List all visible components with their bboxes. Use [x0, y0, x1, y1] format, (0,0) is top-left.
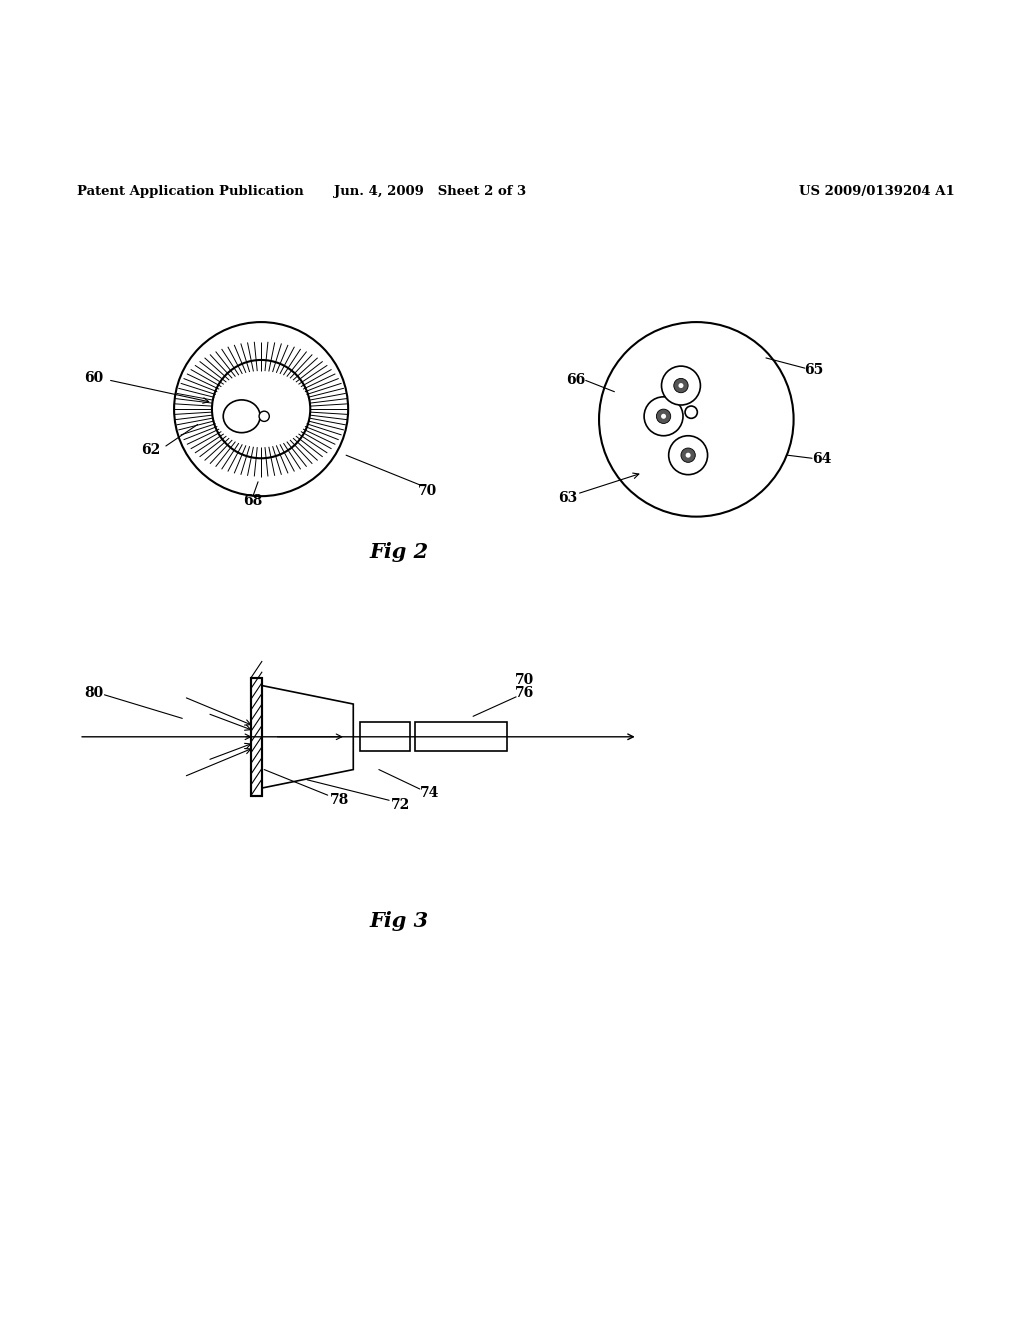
- Circle shape: [674, 379, 688, 393]
- Text: Fig 2: Fig 2: [370, 543, 429, 562]
- Text: US 2009/0139204 A1: US 2009/0139204 A1: [799, 185, 954, 198]
- Text: 76: 76: [515, 686, 535, 700]
- Bar: [360, 722, 410, 751]
- Text: 70: 70: [515, 673, 535, 688]
- Circle shape: [679, 383, 683, 388]
- Bar: [251, 678, 262, 796]
- Circle shape: [686, 453, 690, 458]
- Text: 80: 80: [84, 686, 103, 700]
- Text: 65: 65: [804, 363, 823, 378]
- Text: 66: 66: [566, 374, 586, 388]
- Text: 74: 74: [420, 787, 439, 800]
- Polygon shape: [262, 685, 353, 788]
- Ellipse shape: [223, 400, 260, 433]
- Bar: [251, 678, 262, 796]
- Text: 63: 63: [558, 491, 578, 506]
- Circle shape: [644, 397, 683, 436]
- Text: Patent Application Publication: Patent Application Publication: [77, 185, 303, 198]
- Text: 62: 62: [141, 444, 161, 457]
- Circle shape: [656, 409, 671, 424]
- Circle shape: [662, 413, 666, 418]
- Circle shape: [685, 407, 697, 418]
- Circle shape: [259, 411, 269, 421]
- Text: 60: 60: [84, 371, 103, 385]
- Circle shape: [669, 436, 708, 475]
- Circle shape: [681, 447, 695, 462]
- Text: 72: 72: [391, 799, 411, 812]
- Circle shape: [662, 366, 700, 405]
- Text: Jun. 4, 2009   Sheet 2 of 3: Jun. 4, 2009 Sheet 2 of 3: [334, 185, 526, 198]
- Text: 64: 64: [812, 453, 831, 466]
- Bar: [415, 722, 507, 751]
- Text: 78: 78: [330, 793, 349, 808]
- Text: Fig 3: Fig 3: [370, 911, 429, 931]
- Text: 68: 68: [243, 494, 262, 508]
- Circle shape: [212, 360, 310, 458]
- Text: 70: 70: [418, 484, 437, 498]
